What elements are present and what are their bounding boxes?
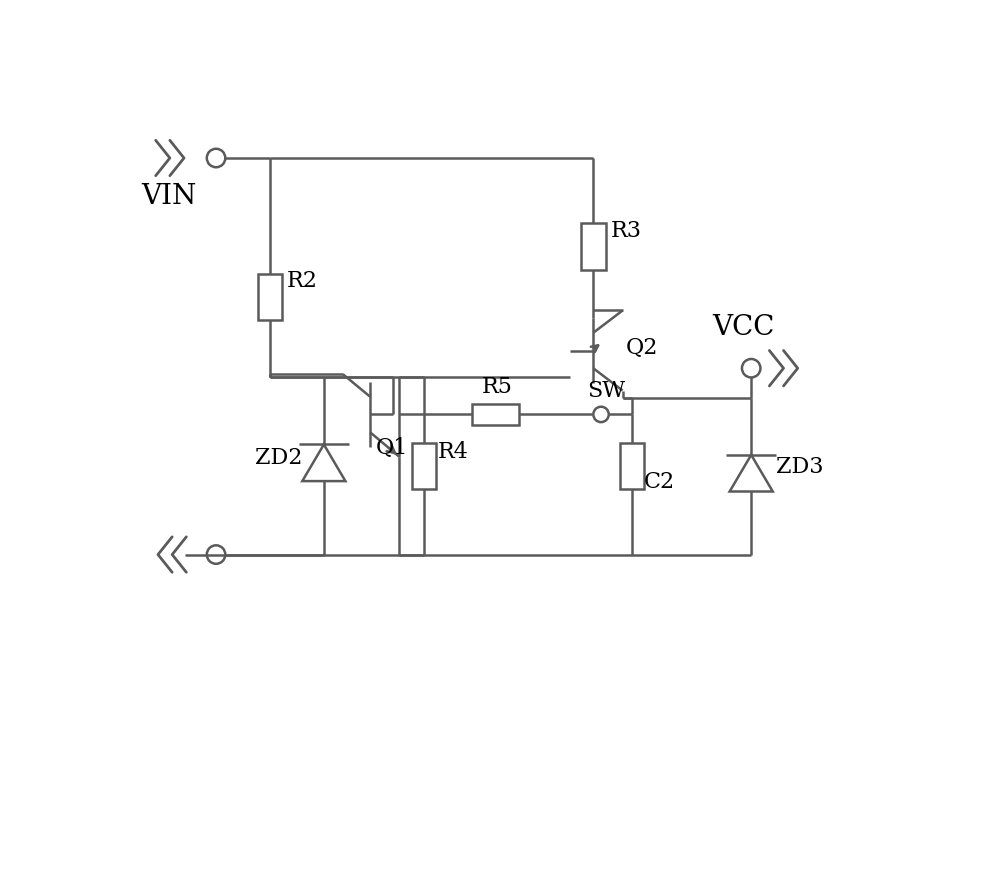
- Bar: [412, 443, 436, 489]
- Text: ZD3: ZD3: [776, 455, 823, 477]
- Bar: [620, 443, 644, 489]
- Text: SW: SW: [587, 380, 625, 403]
- Bar: [581, 224, 606, 270]
- Text: R4: R4: [438, 441, 469, 463]
- Polygon shape: [730, 454, 773, 491]
- Polygon shape: [302, 445, 345, 481]
- Text: R5: R5: [482, 376, 513, 398]
- Text: VCC: VCC: [713, 314, 775, 341]
- Text: R2: R2: [287, 270, 318, 293]
- Bar: [472, 404, 519, 425]
- Text: R3: R3: [610, 220, 641, 242]
- Text: Q2: Q2: [626, 337, 658, 359]
- Bar: [258, 274, 282, 320]
- Text: C2: C2: [643, 470, 675, 493]
- Text: ZD2: ZD2: [255, 447, 302, 469]
- Text: VIN: VIN: [141, 184, 197, 211]
- Text: Q1: Q1: [376, 438, 409, 460]
